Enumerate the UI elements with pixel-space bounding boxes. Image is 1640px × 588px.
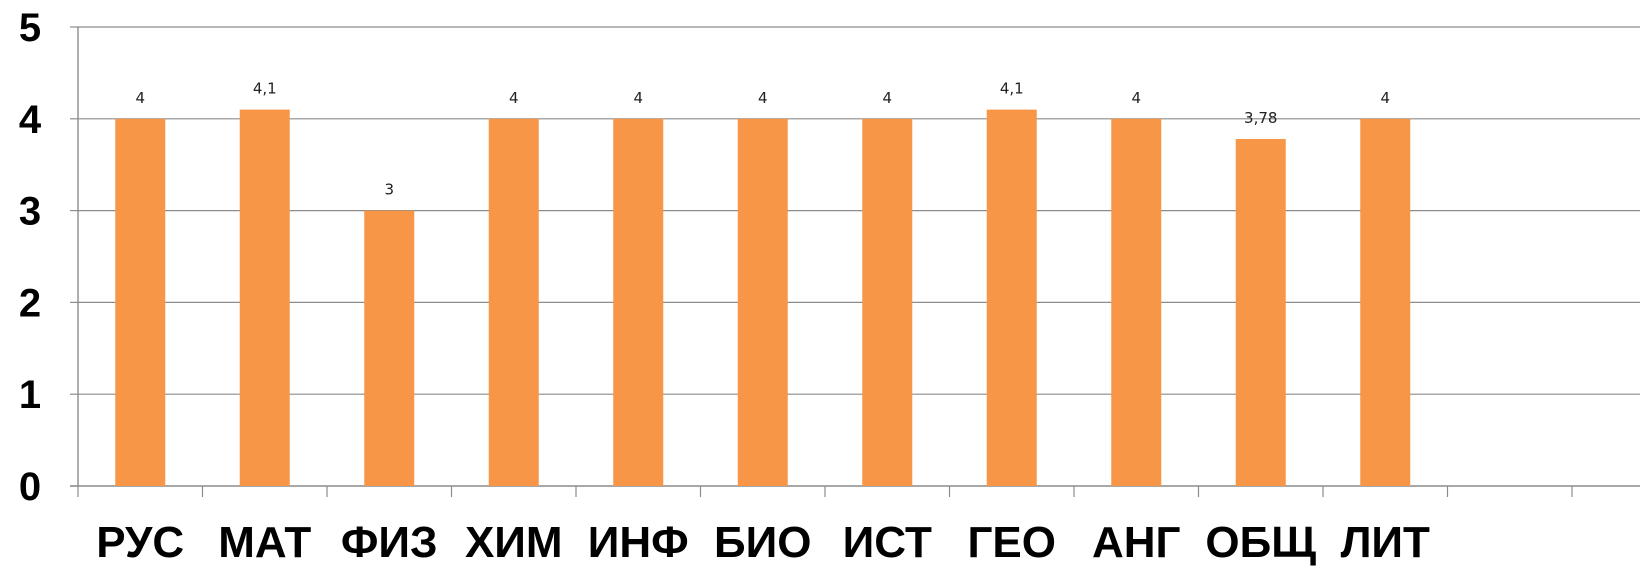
x-tick-label: АНГ xyxy=(1092,518,1181,567)
x-tick-label: ФИЗ xyxy=(341,518,438,567)
data-label: 4 xyxy=(1131,89,1141,107)
data-label: 4 xyxy=(633,89,643,107)
y-tick-label: 2 xyxy=(19,281,41,325)
bar-ГЕО xyxy=(986,109,1037,487)
data-label: 4 xyxy=(882,89,892,107)
x-tick-label: ИСТ xyxy=(843,518,932,567)
bar-ЛИТ xyxy=(1360,118,1411,487)
data-label: 4 xyxy=(758,89,768,107)
x-tick-label: ГЕО xyxy=(967,518,1056,567)
bar-РУС xyxy=(115,118,166,487)
bar-ФИЗ xyxy=(364,210,415,486)
bar-АНГ xyxy=(1111,118,1162,487)
data-label: 3 xyxy=(384,181,394,199)
bar-ИНФ xyxy=(613,118,664,487)
data-label: 4 xyxy=(1380,89,1390,107)
bar-ИСТ xyxy=(862,118,913,487)
data-label: 4 xyxy=(509,89,519,107)
data-label: 4,1 xyxy=(253,80,277,98)
y-tick-label: 1 xyxy=(19,373,41,417)
x-tick-label: РУС xyxy=(96,518,184,567)
y-tick-label: 0 xyxy=(19,465,41,509)
data-label: 4 xyxy=(135,89,145,107)
data-label: 3,78 xyxy=(1244,109,1277,127)
bar-ХИМ xyxy=(488,118,539,487)
x-tick-label: ХИМ xyxy=(465,518,563,567)
data-label: 4,1 xyxy=(1000,80,1024,98)
x-tick-label: БИО xyxy=(714,518,811,567)
x-tick-label: ЛИТ xyxy=(1341,518,1430,567)
y-tick-label: 4 xyxy=(19,98,42,142)
bar-МАТ xyxy=(239,109,290,487)
y-tick-label: 5 xyxy=(19,6,41,50)
x-tick-label: МАТ xyxy=(218,518,311,567)
bar-ОБЩ xyxy=(1235,138,1286,486)
x-tick-label: ИНФ xyxy=(588,518,689,567)
y-tick-label: 3 xyxy=(19,190,41,234)
x-tick-label: ОБЩ xyxy=(1205,518,1316,567)
bar-БИО xyxy=(737,118,788,487)
